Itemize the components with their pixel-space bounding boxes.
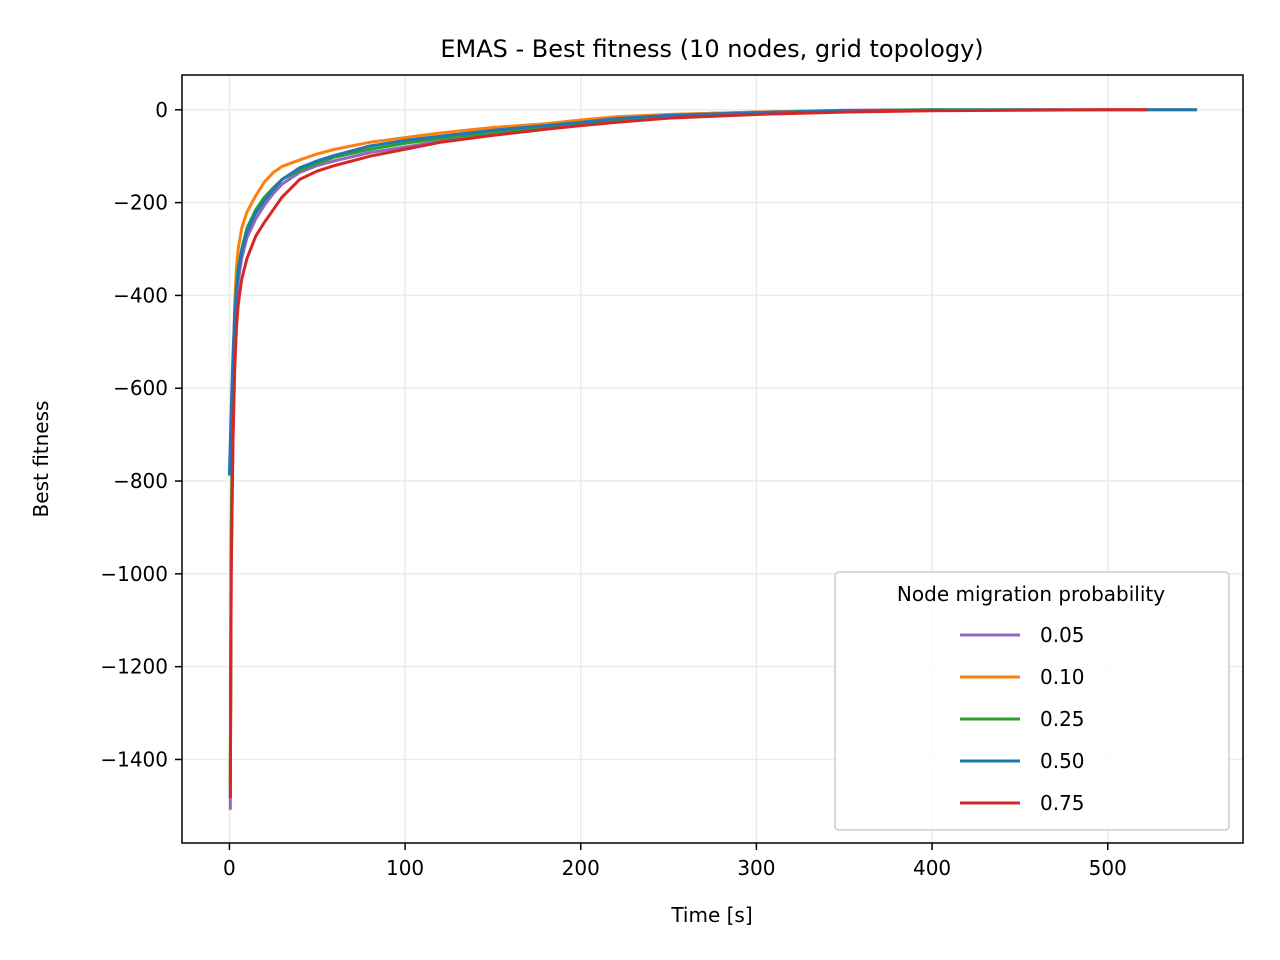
legend-box — [834, 571, 1230, 831]
legend-label: 0.10 — [1040, 665, 1085, 689]
series-line-0-75 — [228, 108, 1148, 799]
legend-item: 0.05 — [960, 623, 1085, 647]
y-tick-label: −200 — [113, 191, 168, 215]
y-tick-label: −400 — [113, 283, 168, 307]
x-tick-label: 500 — [1089, 856, 1127, 880]
y-axis-title: Best fitness — [29, 401, 53, 518]
legend-label: 0.05 — [1040, 623, 1085, 647]
series-line-0-50 — [227, 108, 1198, 476]
y-tick-label: −1000 — [100, 562, 168, 586]
y-tick-label: −800 — [113, 469, 168, 493]
axis-ticks: 0 100 200 300 400 500 0 −200 −400 −600 −800 −1000 −1… — [100, 98, 1126, 880]
legend-item: 0.75 — [960, 791, 1085, 815]
legend-label: 0.75 — [1040, 791, 1085, 815]
legend-items: 0.05 0.10 0.25 0.50 0.75 — [960, 623, 1085, 815]
y-tick-label: −1400 — [100, 747, 168, 771]
x-tick-label: 200 — [562, 856, 600, 880]
x-tick-label: 400 — [913, 856, 951, 880]
legend-label: 0.50 — [1040, 749, 1085, 773]
series-lines — [227, 108, 1198, 810]
y-tick-label: −1200 — [100, 655, 168, 679]
legend-label: 0.25 — [1040, 707, 1085, 731]
grid-lines — [182, 75, 1243, 843]
x-axis-title: Time [s] — [670, 903, 752, 927]
x-tick-label: 100 — [386, 856, 424, 880]
legend-item: 0.10 — [960, 665, 1085, 689]
plot-frame — [181, 74, 1244, 844]
y-tick-label: 0 — [155, 98, 168, 122]
legend-item: 0.25 — [960, 707, 1085, 731]
legend: Node migration probability 0.050.100.250… — [834, 571, 1230, 831]
legend-item: 0.50 — [960, 749, 1085, 773]
legend-title: Node migration probability — [897, 582, 1165, 606]
x-tick-label: 0 — [223, 856, 236, 880]
chart-title: EMAS - Best fitness (10 nodes, grid topo… — [440, 35, 983, 63]
y-tick-label: −600 — [113, 376, 168, 400]
x-tick-label: 300 — [737, 856, 775, 880]
